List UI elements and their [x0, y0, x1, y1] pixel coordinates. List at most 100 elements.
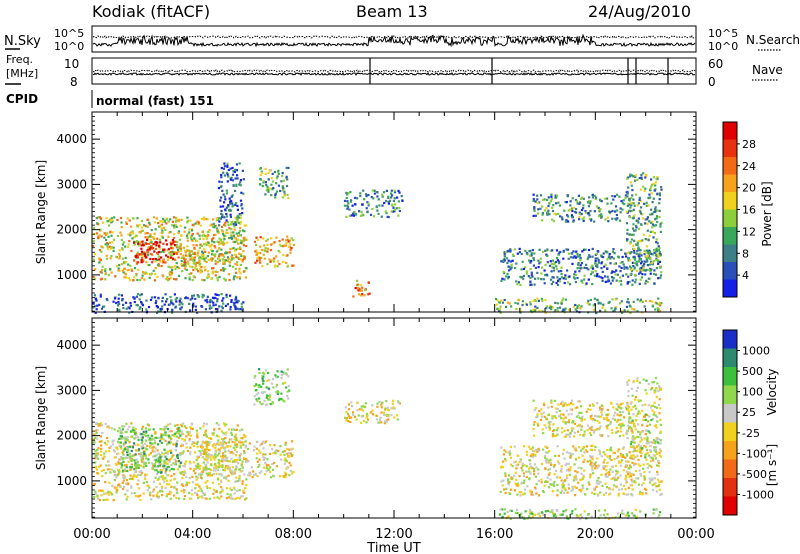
velocity-point: [582, 487, 585, 490]
power-point: [626, 232, 629, 235]
power-point: [129, 234, 132, 237]
power-point: [210, 248, 213, 251]
power-point: [599, 208, 602, 211]
velocity-point: [115, 486, 118, 489]
velocity-point: [164, 455, 167, 458]
power-point: [292, 239, 295, 242]
power-point: [223, 201, 226, 204]
power-point: [170, 299, 173, 302]
power-point: [118, 249, 121, 252]
velocity-point: [574, 508, 577, 511]
velocity-point: [275, 376, 278, 379]
velocity-point: [230, 489, 233, 492]
velocity-point: [141, 447, 144, 450]
power-point: [277, 172, 280, 175]
velocity-point: [168, 492, 171, 496]
power-point: [159, 309, 162, 312]
velocity-point: [161, 451, 164, 454]
power-point: [160, 235, 163, 238]
power-point: [203, 265, 206, 269]
power-point: [125, 260, 128, 264]
power-point: [255, 236, 258, 239]
power-point: [576, 306, 579, 309]
velocity-point: [217, 435, 220, 438]
velocity-point: [556, 483, 559, 486]
velocity-point: [562, 483, 565, 486]
velocity-point: [563, 487, 566, 490]
power-point: [372, 215, 376, 218]
power-point: [516, 283, 519, 286]
velocity-point: [196, 465, 199, 468]
velocity-point: [273, 444, 276, 447]
power-point: [234, 267, 237, 271]
power-point: [233, 222, 236, 225]
power-point: [176, 240, 179, 244]
power-point: [207, 273, 210, 276]
power-point: [137, 242, 140, 245]
velocity-point: [643, 444, 646, 448]
velocity-point: [529, 459, 532, 462]
velocity-point: [607, 413, 610, 416]
power-point: [192, 268, 195, 272]
power-point: [655, 178, 658, 181]
velocity-point: [133, 459, 136, 462]
velocity-point: [268, 379, 271, 382]
power-point: [519, 283, 522, 286]
velocity-point: [238, 475, 241, 479]
power-point: [283, 190, 286, 193]
velocity-point: [534, 407, 538, 410]
velocity-point: [290, 448, 293, 451]
velocity-point: [98, 440, 101, 443]
velocity-point: [173, 424, 176, 427]
power-point: [629, 210, 632, 213]
power-point: [98, 257, 101, 261]
power-point: [101, 277, 104, 280]
velocity-point: [639, 472, 642, 475]
power-point: [533, 206, 536, 209]
velocity-point: [360, 421, 363, 424]
power-point: [230, 234, 233, 237]
power-point: [503, 258, 506, 261]
power-point: [588, 254, 591, 257]
power-point: [121, 257, 124, 260]
power-point: [211, 238, 214, 241]
velocity-point: [148, 438, 151, 442]
velocity-point: [156, 473, 159, 476]
velocity-point: [162, 438, 166, 441]
power-point: [148, 221, 151, 224]
power-point: [169, 241, 172, 244]
power-point: [599, 199, 602, 202]
velocity-point: [392, 399, 395, 402]
power-point: [270, 183, 273, 186]
velocity-point: [140, 438, 143, 442]
velocity-point: [562, 491, 565, 494]
power-point: [238, 252, 241, 255]
power-point: [237, 256, 240, 259]
velocity-point: [265, 470, 268, 473]
power-point: [188, 278, 191, 281]
velocity-point: [269, 452, 272, 455]
velocity-point: [179, 461, 182, 464]
velocity-point: [240, 436, 243, 440]
velocity-point: [624, 514, 627, 517]
velocity-point: [602, 513, 605, 516]
velocity-point: [280, 377, 283, 380]
power-point: [92, 276, 95, 279]
power-point: [356, 279, 359, 282]
velocity-point: [241, 466, 244, 469]
velocity-point: [185, 481, 188, 484]
power-point: [127, 243, 130, 246]
power-point: [184, 249, 187, 252]
power-point: [595, 205, 598, 208]
velocity-point: [592, 464, 595, 467]
power-point: [168, 278, 171, 281]
power-point: [118, 264, 121, 267]
power-point: [218, 243, 221, 246]
power-point: [655, 215, 659, 218]
power-point: [658, 192, 661, 195]
power-point: [547, 204, 550, 208]
velocity-point: [140, 471, 143, 475]
power-point: [212, 301, 215, 304]
power-point: [517, 302, 520, 305]
velocity-point: [167, 465, 170, 469]
